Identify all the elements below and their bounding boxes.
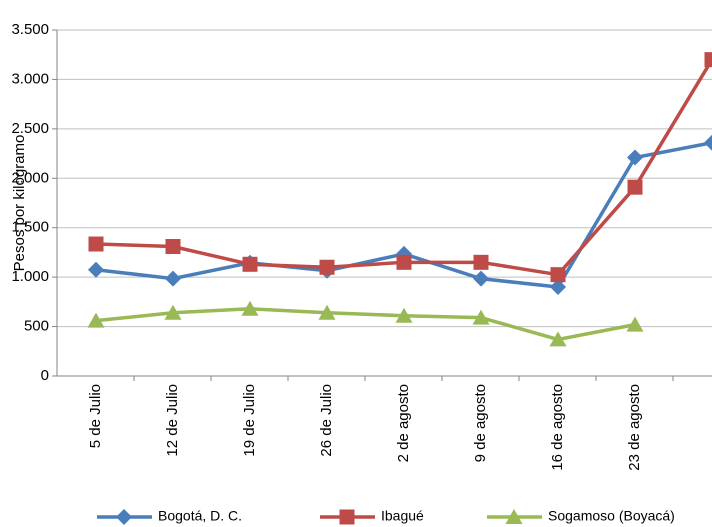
x-tick-label: 2 de agosto [395,384,412,462]
y-tick-label: 0 [41,367,49,384]
marker [116,509,132,525]
marker [472,309,490,325]
marker [626,316,644,332]
marker [505,509,523,524]
y-tick-label: 3.000 [11,70,49,87]
marker [396,245,412,262]
y-tick-label: 1.500 [11,219,49,236]
marker [549,331,567,347]
marker [165,270,181,287]
x-tick-label: 19 de Julio [241,384,258,457]
marker [164,304,182,320]
x-tick-label: 26 de Julio [318,384,335,457]
y-tick-label: 1.000 [11,268,49,285]
series-line [95,307,636,342]
y-tick-label: 2.000 [11,169,49,186]
y-tick-label: 3.500 [11,21,49,38]
legend-label: Ibagué [381,508,424,524]
marker [339,509,355,525]
marker [242,256,258,272]
marker [550,267,566,283]
marker [87,312,105,328]
marker [88,261,104,278]
marker [704,134,712,151]
marker [627,149,643,166]
x-tick-label: 12 de Julio [164,384,181,457]
marker [395,307,413,323]
legend-label: Sogamoso (Boyacá) [548,508,675,524]
marker [241,300,259,316]
x-tick-label: 23 de agosto [626,384,643,471]
x-tick-label: 5 de Julio [87,384,104,448]
y-tick-label: 500 [24,318,49,335]
legend-item: Ibagué [320,508,424,525]
legend-label: Bogotá, D. C. [158,508,242,524]
marker [473,254,489,270]
legend-item: Bogotá, D. C. [97,508,242,525]
y-tick-label: 2.500 [11,120,49,137]
x-tick-label: 9 de agosto [472,384,489,462]
marker [550,279,566,296]
series-line [95,58,712,277]
marker [165,238,181,254]
marker [396,254,412,270]
y-axis-label: Pesos por kilogramo [11,135,28,272]
marker [319,259,335,275]
marker [473,270,489,287]
marker [627,179,643,195]
legend-item: Sogamoso (Boyacá) [487,508,675,524]
marker [704,52,712,68]
marker [318,304,336,320]
x-tick-label: 16 de agosto [549,384,566,471]
marker [88,236,104,252]
